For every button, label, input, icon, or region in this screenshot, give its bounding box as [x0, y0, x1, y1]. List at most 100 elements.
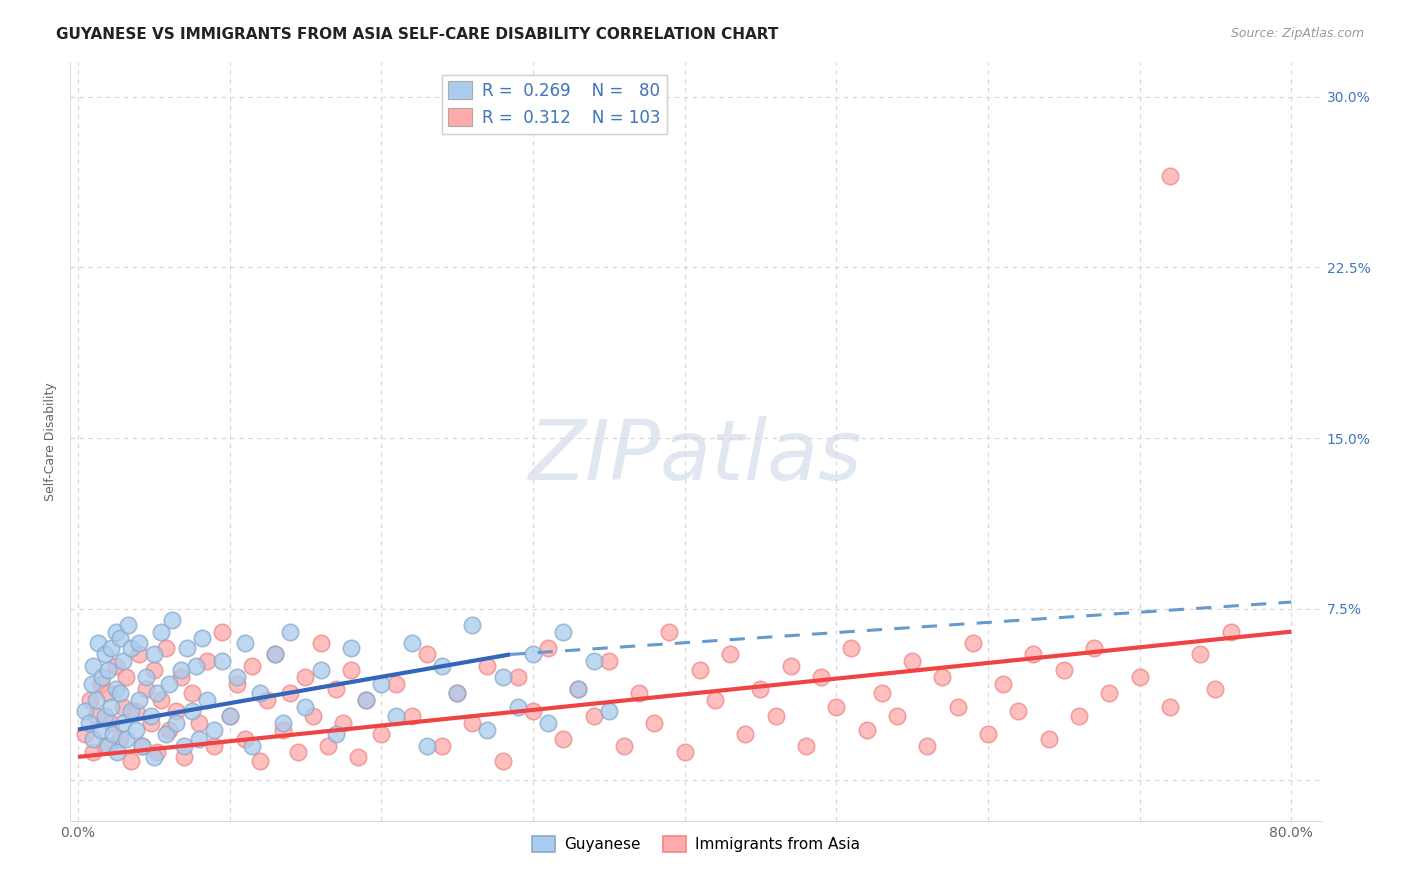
Point	[491, 755, 513, 769]
Point	[115, 731, 138, 746]
Point	[188, 715, 211, 730]
Point	[128, 693, 150, 707]
Point	[658, 624, 681, 639]
Point	[79, 693, 101, 707]
Point	[477, 658, 499, 673]
Point	[553, 731, 575, 746]
Point	[1098, 686, 1121, 700]
Point	[195, 654, 218, 668]
Point	[128, 636, 150, 650]
Point	[186, 658, 208, 673]
Point	[135, 681, 157, 696]
Point	[643, 715, 665, 730]
Point	[794, 739, 817, 753]
Point	[294, 670, 316, 684]
Point	[1007, 704, 1029, 718]
Point	[211, 624, 233, 639]
Point	[347, 750, 370, 764]
Point	[271, 715, 294, 730]
Point	[749, 681, 772, 696]
Point	[82, 658, 104, 673]
Point	[160, 613, 183, 627]
Point	[97, 739, 120, 753]
Point	[240, 739, 263, 753]
Point	[477, 723, 499, 737]
Point	[120, 640, 142, 655]
Point	[401, 709, 423, 723]
Point	[825, 699, 848, 714]
Point	[110, 731, 132, 746]
Point	[90, 677, 112, 691]
Point	[278, 686, 301, 700]
Point	[1022, 648, 1045, 662]
Point	[302, 709, 325, 723]
Point	[841, 640, 863, 655]
Point	[354, 693, 377, 707]
Point	[491, 670, 513, 684]
Point	[233, 636, 256, 650]
Point	[226, 677, 249, 691]
Point	[1204, 681, 1226, 696]
Point	[1038, 731, 1060, 746]
Point	[170, 670, 193, 684]
Point	[104, 658, 127, 673]
Point	[202, 723, 225, 737]
Text: ZIPatlas: ZIPatlas	[529, 417, 863, 497]
Point	[461, 617, 484, 632]
Point	[1159, 169, 1181, 184]
Point	[340, 640, 363, 655]
Point	[82, 745, 104, 759]
Point	[461, 715, 484, 730]
Point	[104, 681, 127, 696]
Point	[886, 709, 908, 723]
Point	[233, 731, 256, 746]
Point	[94, 739, 117, 753]
Point	[316, 739, 339, 753]
Point	[94, 709, 117, 723]
Point	[84, 709, 107, 723]
Point	[582, 654, 605, 668]
Point	[506, 699, 529, 714]
Point	[91, 670, 114, 684]
Point	[94, 648, 117, 662]
Point	[195, 693, 218, 707]
Point	[131, 739, 153, 753]
Point	[901, 654, 924, 668]
Point	[142, 664, 165, 678]
Point	[567, 681, 589, 696]
Point	[1083, 640, 1105, 655]
Point	[446, 686, 468, 700]
Point	[97, 686, 120, 700]
Point	[673, 745, 696, 759]
Point	[522, 648, 544, 662]
Point	[157, 677, 180, 691]
Point	[124, 723, 146, 737]
Point	[120, 755, 142, 769]
Point	[278, 624, 301, 639]
Point	[157, 723, 180, 737]
Point	[77, 715, 100, 730]
Point	[1129, 670, 1152, 684]
Point	[628, 686, 651, 700]
Point	[734, 727, 756, 741]
Legend: R =  0.269    N =   80, R =  0.312    N = 103: R = 0.269 N = 80, R = 0.312 N = 103	[441, 75, 666, 134]
Point	[142, 750, 165, 764]
Point	[385, 709, 408, 723]
Point	[75, 727, 97, 741]
Point	[131, 739, 153, 753]
Point	[401, 636, 423, 650]
Point	[86, 636, 108, 650]
Text: Source: ZipAtlas.com: Source: ZipAtlas.com	[1230, 27, 1364, 40]
Point	[124, 704, 146, 718]
Point	[446, 686, 468, 700]
Point	[718, 648, 741, 662]
Point	[135, 670, 157, 684]
Point	[115, 670, 138, 684]
Point	[150, 693, 173, 707]
Point	[110, 632, 132, 646]
Point	[1053, 664, 1076, 678]
Point	[142, 648, 165, 662]
Point	[416, 739, 439, 753]
Point	[145, 745, 167, 759]
Point	[1159, 699, 1181, 714]
